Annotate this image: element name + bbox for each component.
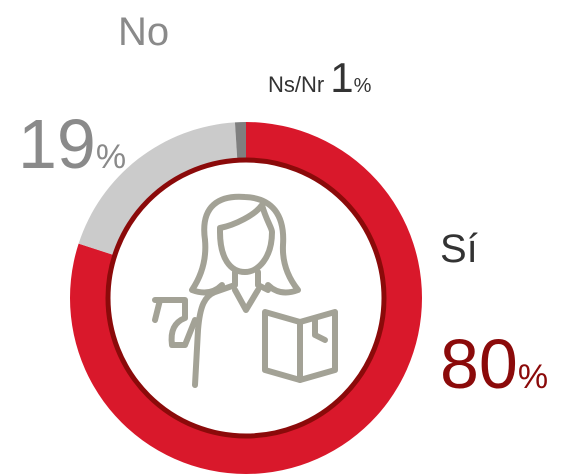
value: 80 [440, 325, 518, 403]
label: Ns/Nr [268, 72, 324, 97]
slice [234, 122, 246, 161]
label: No [118, 10, 169, 54]
value-label: Ns/Nr 1% [268, 54, 372, 101]
value: 19 [18, 105, 96, 183]
inner-circle [105, 157, 387, 439]
reader-icon [152, 193, 338, 388]
unit: % [518, 358, 548, 396]
value-label: 80% [440, 325, 548, 403]
unit: % [96, 138, 126, 176]
value-label: 19% [18, 105, 126, 183]
unit: % [354, 75, 372, 97]
value: 1 [330, 54, 353, 101]
label: Sí [440, 227, 478, 271]
